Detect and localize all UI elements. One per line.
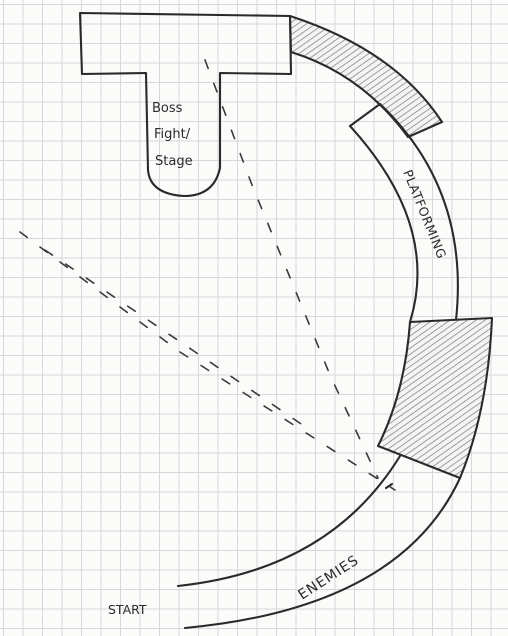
boss-room-top-bar	[78, 11, 293, 198]
boss-label-line-3: Stage	[155, 154, 193, 169]
platforming-inner-edge	[348, 124, 419, 324]
boss-label-line-2: Fight/	[154, 127, 191, 142]
sight-line-2	[19, 231, 396, 491]
platforming-arc	[348, 102, 459, 324]
enemies-arc	[176, 454, 462, 630]
boss-room	[78, 11, 293, 198]
platforming-outer-edge	[378, 102, 459, 322]
upper-hatched-segment	[288, 14, 444, 139]
enemies-inner-edge	[176, 454, 402, 588]
enemies-small-mark	[384, 482, 394, 490]
start-label: START	[108, 602, 147, 617]
platforming-top-cap	[348, 102, 382, 128]
enemies-outer-edge	[183, 476, 462, 630]
boss-label-line-1: Boss	[152, 101, 183, 116]
lower-hatched-segment	[376, 316, 494, 480]
sight-line-1	[204, 59, 379, 479]
sight-line-3	[44, 249, 311, 431]
dashed-sight-lines	[19, 59, 396, 491]
